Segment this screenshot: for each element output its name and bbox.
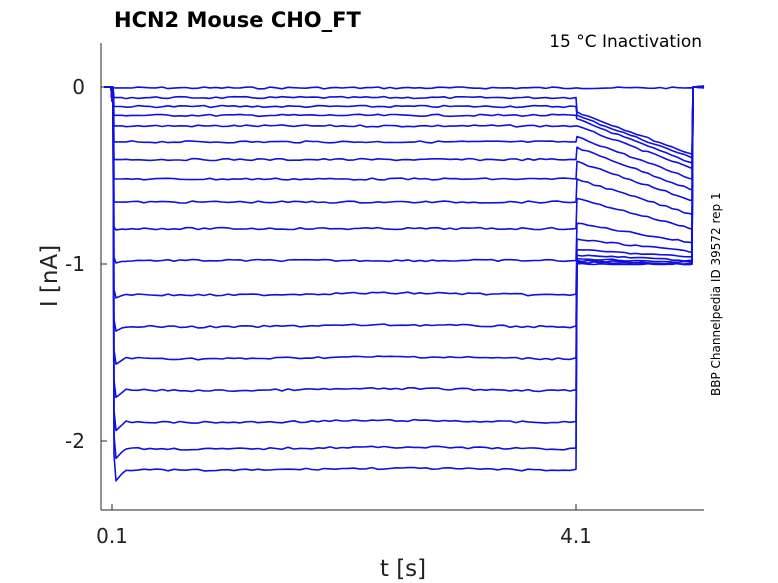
current-trace xyxy=(104,86,705,264)
current-trace xyxy=(104,86,705,159)
y-axis-label: I [nA] xyxy=(37,245,63,307)
current-trace xyxy=(104,86,705,482)
axes: 0 -1 -2 0.1 4.1 xyxy=(65,43,704,548)
current-trace xyxy=(104,85,705,191)
y-tick-label: -2 xyxy=(65,429,85,453)
current-trace xyxy=(104,86,705,332)
y-tick-label: 0 xyxy=(72,75,85,99)
current-trace xyxy=(104,85,705,399)
y-tick-label: -1 xyxy=(65,252,85,276)
source-note: BBP Channelpedia ID 39572 rep 1 xyxy=(709,192,723,396)
current-trace xyxy=(104,86,705,460)
x-axis-label: t [s] xyxy=(380,556,426,582)
current-trace xyxy=(104,86,705,299)
chart-title: HCN2 Mouse CHO_FT xyxy=(114,8,361,32)
current-trace xyxy=(104,86,705,180)
current-trace xyxy=(104,86,705,432)
current-trace xyxy=(104,86,705,156)
current-trace xyxy=(104,86,705,216)
chart-subtitle: 15 °C Inactivation xyxy=(549,32,702,52)
x-tick-label: 4.1 xyxy=(560,524,592,548)
current-trace xyxy=(104,85,705,365)
current-trace xyxy=(104,86,704,164)
current-trace xyxy=(104,85,705,170)
current-trace xyxy=(104,85,705,202)
current-trace xyxy=(104,85,705,102)
x-tick-label: 0.1 xyxy=(96,524,128,548)
current-trace xyxy=(104,85,705,231)
traces xyxy=(104,85,705,482)
